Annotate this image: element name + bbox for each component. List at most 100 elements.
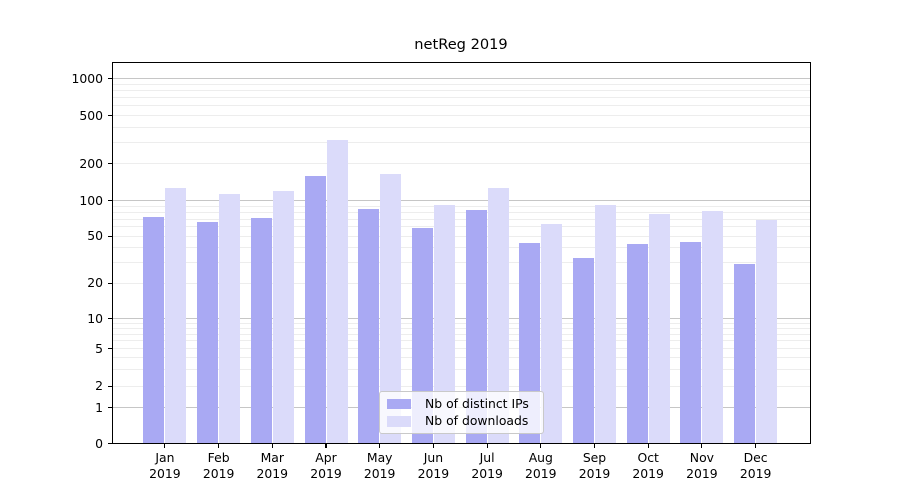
gridline-4 [112, 357, 810, 359]
gridline-600 [112, 105, 810, 107]
x-tick-label-apr: Apr 2019 [310, 450, 342, 481]
legend-item-downloads: Nb of downloads [387, 414, 537, 428]
y-tick-mark-2 [108, 385, 112, 387]
gridline-80 [112, 211, 810, 213]
gridline-10 [112, 318, 810, 320]
x-tick-label-oct: Oct 2019 [632, 450, 664, 481]
x-tick-label-jul: Jul 2019 [471, 450, 503, 481]
y-tick-label-100: 100 [79, 192, 103, 208]
x-tick-label-feb: Feb 2019 [202, 450, 235, 481]
gridline-400 [112, 126, 810, 128]
y-tick-label-500: 500 [79, 107, 103, 123]
bar-downloads-oct [648, 213, 670, 444]
gridline-20 [112, 282, 810, 284]
bar-distinct-ips-may [358, 209, 380, 444]
bar-distinct-ips-nov [680, 241, 702, 444]
bar-distinct-ips-oct [626, 244, 648, 444]
gridline-200 [112, 163, 810, 164]
x-tick-label-sep: Sep 2019 [578, 450, 611, 481]
x-tick-label-jun: Jun 2019 [417, 450, 450, 481]
y-tick-mark-1000 [108, 77, 112, 80]
gridline-100 [112, 200, 810, 202]
bar-distinct-ips-apr [304, 175, 326, 444]
y-tick-mark-10 [108, 318, 112, 320]
bar-distinct-ips-sep [573, 257, 594, 444]
bar-distinct-ips-mar [250, 218, 272, 444]
x-tick-mark-oct [647, 444, 649, 448]
y-tick-mark-5 [108, 347, 112, 350]
bar-downloads-mar [272, 190, 294, 444]
gridline-500 [112, 115, 810, 117]
bar-downloads-dec [756, 219, 778, 444]
gridline-800 [112, 90, 810, 91]
gridline-1000 [112, 78, 810, 79]
y-tick-mark-100 [108, 200, 112, 202]
bar-downloads-jul [487, 188, 509, 444]
bar-downloads-aug [541, 223, 563, 444]
x-tick-mark-nov [701, 444, 703, 448]
gridline-5 [112, 348, 810, 349]
x-tick-mark-mar [271, 444, 273, 448]
gridline-700 [112, 97, 810, 99]
x-tick-mark-feb [218, 444, 220, 448]
y-tick-label-0: 0 [95, 435, 103, 451]
y-tick-mark-50 [108, 235, 112, 237]
gridline-2 [112, 385, 810, 387]
bar-distinct-ips-jul [465, 210, 487, 444]
gridline-9 [112, 322, 810, 324]
legend-label-downloads: Nb of downloads [425, 413, 529, 429]
bar-downloads-feb [219, 193, 241, 444]
y-tick-label-5: 5 [95, 340, 103, 356]
bar-distinct-ips-jun [411, 227, 433, 444]
x-tick-mark-jan [164, 444, 166, 448]
gridline-90 [112, 205, 810, 207]
gridline-900 [112, 83, 810, 85]
gridline-7 [112, 333, 810, 335]
legend-label-distinct-ips: Nb of distinct IPs [425, 395, 529, 411]
y-tick-label-200: 200 [79, 155, 103, 171]
x-tick-label-dec: Dec 2019 [739, 450, 772, 481]
x-tick-mark-aug [540, 444, 542, 448]
gridline-8 [112, 327, 810, 329]
legend-item-distinct-ips: Nb of distinct IPs [387, 395, 537, 411]
y-tick-label-1000: 1000 [71, 70, 103, 86]
gridline-60 [112, 226, 810, 228]
bar-distinct-ips-jan [143, 216, 165, 444]
bar-downloads-jan [165, 187, 187, 444]
chart-title: netReg 2019 [414, 36, 508, 53]
y-tick-mark-1 [108, 407, 112, 409]
bar-downloads-sep [595, 205, 616, 444]
gridline-50 [112, 235, 810, 237]
x-tick-label-nov: Nov 2019 [686, 450, 718, 481]
y-tick-mark-0 [108, 442, 112, 445]
y-tick-mark-20 [108, 282, 112, 284]
y-tick-label-2: 2 [95, 378, 103, 394]
legend-swatch-downloads [387, 416, 411, 427]
bar-distinct-ips-dec [734, 264, 756, 444]
gridline-6 [112, 340, 810, 342]
x-tick-mark-jul [486, 444, 488, 448]
x-tick-label-aug: Aug 2019 [525, 450, 557, 481]
y-tick-label-10: 10 [87, 310, 103, 326]
legend-swatch-distinct-ips [387, 398, 411, 409]
bar-downloads-nov [702, 210, 724, 444]
bar-distinct-ips-feb [197, 222, 219, 444]
x-tick-label-may: May 2019 [363, 450, 396, 481]
y-tick-mark-500 [108, 115, 112, 117]
x-tick-mark-apr [325, 444, 327, 448]
y-tick-mark-200 [108, 162, 112, 165]
gridline-40 [112, 247, 810, 249]
gridline-3 [112, 369, 810, 371]
legend: Nb of distinct IPs Nb of downloads [379, 391, 544, 434]
bar-downloads-jun [433, 205, 455, 444]
x-tick-mark-may [379, 444, 381, 448]
y-tick-label-20: 20 [87, 275, 103, 291]
x-tick-label-mar: Mar 2019 [256, 450, 289, 481]
y-tick-label-50: 50 [87, 228, 103, 244]
gridline-70 [112, 218, 810, 220]
x-tick-label-jan: Jan 2019 [149, 450, 181, 481]
bar-downloads-apr [326, 139, 348, 444]
gridline-300 [112, 141, 810, 143]
x-tick-mark-jun [432, 444, 434, 448]
